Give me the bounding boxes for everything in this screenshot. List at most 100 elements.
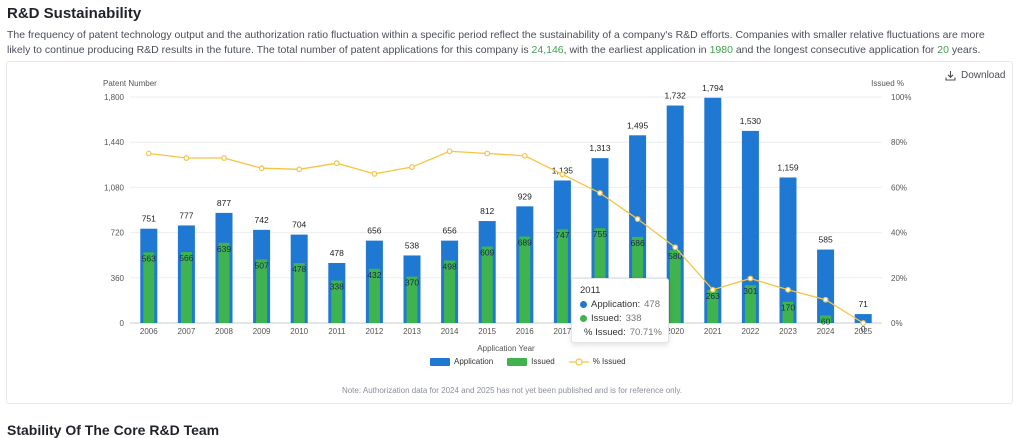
pct-issued-point: [446, 148, 453, 155]
x-tick-label: 2024: [817, 327, 835, 336]
issued-data-label: 566: [179, 253, 193, 263]
pct-issued-point: [221, 155, 227, 161]
y-tick-left: 1,800: [104, 93, 125, 102]
pct-issued-point: [597, 190, 603, 196]
issued-bar: [820, 315, 832, 323]
section-description: The frequency of patent technology outpu…: [7, 29, 985, 56]
y-tick-right: 60%: [891, 183, 907, 192]
y-tick-right: 80%: [891, 138, 907, 147]
y-tick-right: 100%: [891, 93, 911, 102]
issued-data-label: 170: [781, 303, 795, 313]
pct-issued-point: [860, 320, 867, 326]
x-tick-label: 2021: [704, 327, 722, 336]
legend-issued[interactable]: Issued: [507, 357, 555, 366]
download-icon: [945, 71, 956, 81]
tooltip-year: 2011: [580, 285, 601, 296]
application-data-label: 1,495: [627, 120, 649, 130]
application-data-label: 742: [255, 215, 269, 225]
y-tick-right: 40%: [891, 229, 907, 238]
application-data-label: 538: [405, 240, 419, 250]
issued-data-label: 563: [142, 253, 156, 263]
x-tick-label: 2017: [554, 327, 572, 336]
issued-bar: [180, 251, 192, 323]
issued-data-label: 580: [668, 251, 682, 261]
y-tick-left: 720: [111, 229, 125, 238]
chart-tooltip: 2011 Application: 478 Issued: 338 % Issued…: [571, 278, 669, 343]
application-data-label: 751: [142, 214, 156, 224]
application-data-label: 812: [480, 206, 494, 216]
issued-bar: [293, 262, 305, 323]
legend-application-swatch: [430, 357, 450, 366]
application-data-label: 877: [217, 198, 231, 208]
application-data-label: 1,313: [589, 143, 611, 153]
issued-bar: [444, 260, 456, 323]
tooltip-issued-dot: [580, 315, 587, 322]
pct-issued-point: [409, 164, 415, 170]
application-data-label: 1,135: [552, 165, 574, 175]
pct-issued-point: [559, 171, 566, 178]
pct-issued-point: [747, 275, 754, 282]
y-tick-left: 0: [120, 319, 125, 328]
y-axis-label-left: Patent Number: [103, 79, 157, 88]
pct-issued-point: [634, 216, 641, 222]
tooltip-application-row: Application: 478: [580, 299, 660, 310]
x-tick-label: 2015: [478, 327, 496, 336]
legend-issued-swatch: [507, 357, 528, 366]
pct-issued-point: [672, 244, 679, 251]
x-tick-label: 2023: [779, 327, 797, 336]
consecutive-years: 20: [937, 44, 949, 56]
legend-pct-issued[interactable]: % Issued: [568, 357, 626, 366]
application-data-label: 929: [518, 191, 532, 201]
application-bar: [817, 249, 835, 323]
application-bar: [741, 130, 759, 323]
application-data-label: 1,794: [702, 83, 724, 93]
x-tick-label: 2014: [441, 327, 459, 336]
download-button[interactable]: Download: [945, 70, 1005, 81]
issued-data-label: 498: [443, 261, 457, 271]
application-data-label: 1,732: [665, 91, 687, 101]
x-tick-label: 2007: [178, 327, 196, 336]
issued-bar: [218, 242, 230, 323]
legend-application[interactable]: Application: [430, 357, 493, 366]
pct-issued-point: [371, 170, 378, 177]
x-axis-label: Application Year: [477, 344, 535, 353]
application-data-label: 585: [819, 235, 833, 245]
issued-data-label: 60: [821, 316, 831, 326]
issued-bar: [594, 228, 606, 323]
x-tick-label: 2009: [253, 327, 271, 336]
issued-bar: [143, 252, 155, 323]
application-data-label: 1,159: [777, 162, 799, 172]
application-bar: [779, 177, 797, 323]
issued-data-label: 507: [255, 260, 269, 270]
x-tick-label: 2022: [742, 327, 760, 336]
application-data-label: 704: [292, 220, 306, 230]
issued-bar: [707, 289, 719, 323]
y-axis-label-right: Issued %: [871, 79, 904, 88]
x-tick-label: 2012: [366, 327, 384, 336]
application-data-label: 656: [367, 226, 381, 236]
section-title: R&D Sustainability: [7, 5, 142, 22]
issued-data-label: 747: [555, 230, 569, 240]
application-bar: [704, 97, 722, 324]
y-tick-right: 20%: [891, 274, 907, 283]
x-tick-label: 2013: [403, 327, 421, 336]
next-section-title: Stability Of The Core R&D Team: [7, 422, 220, 438]
download-label: Download: [961, 70, 1006, 81]
issued-bar: [519, 236, 531, 323]
pct-issued-point: [484, 150, 491, 157]
y-tick-left: 1,080: [104, 183, 125, 192]
issued-data-label: 338: [330, 282, 344, 292]
x-tick-label: 2010: [290, 327, 308, 336]
y-tick-left: 360: [111, 274, 125, 283]
pct-issued-line: [148, 150, 864, 324]
tooltip-issued-row: Issued: 338: [580, 313, 660, 324]
issued-data-label: 755: [593, 229, 607, 239]
pct-issued-point: [521, 152, 528, 159]
total-applications: 24,146: [531, 44, 564, 56]
legend-pct-swatch: [568, 357, 589, 366]
application-data-label: 1,530: [740, 116, 762, 126]
application-data-label: 656: [443, 226, 457, 236]
issued-data-label: 432: [367, 270, 381, 280]
tooltip-application-dot: [580, 301, 587, 308]
issued-bar: [406, 276, 418, 323]
